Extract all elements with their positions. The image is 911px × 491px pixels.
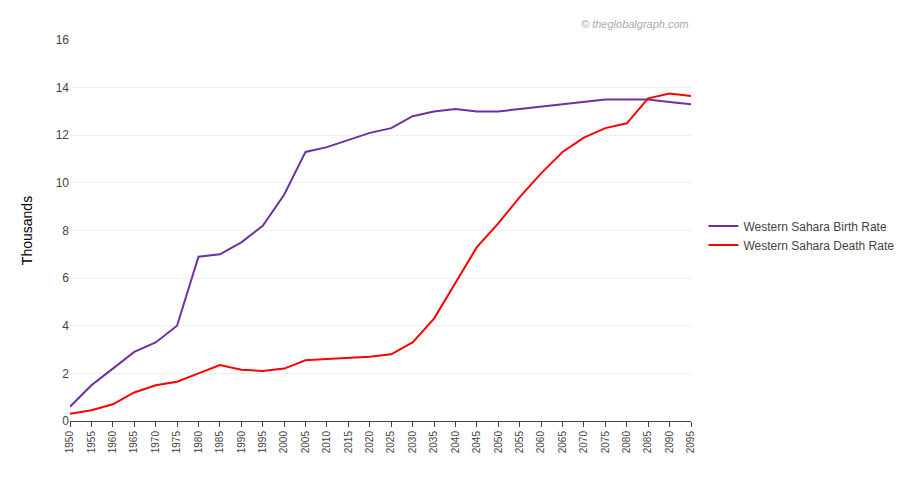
svg-text:4: 4 xyxy=(62,319,69,333)
svg-text:2045: 2045 xyxy=(471,431,482,454)
svg-text:1995: 1995 xyxy=(257,431,268,454)
svg-text:2000: 2000 xyxy=(278,431,289,454)
svg-text:2: 2 xyxy=(62,367,69,381)
svg-text:1975: 1975 xyxy=(171,431,182,454)
svg-text:1960: 1960 xyxy=(107,431,118,454)
svg-text:14: 14 xyxy=(56,81,70,95)
svg-text:2095: 2095 xyxy=(685,431,696,454)
svg-text:2090: 2090 xyxy=(664,431,675,454)
svg-text:10: 10 xyxy=(56,176,70,190)
svg-text:2085: 2085 xyxy=(642,431,653,454)
svg-text:Thousands: Thousands xyxy=(19,196,35,265)
svg-text:2065: 2065 xyxy=(557,431,568,454)
svg-text:1980: 1980 xyxy=(193,431,204,454)
svg-text:6: 6 xyxy=(62,271,69,285)
svg-text:8: 8 xyxy=(62,224,69,238)
svg-text:Western Sahara Birth Rate: Western Sahara Birth Rate xyxy=(743,220,887,234)
svg-text:1955: 1955 xyxy=(86,431,97,454)
svg-text:12: 12 xyxy=(56,128,70,142)
svg-text:2055: 2055 xyxy=(514,431,525,454)
svg-text:16: 16 xyxy=(56,33,70,47)
svg-text:1970: 1970 xyxy=(150,431,161,454)
svg-text:1985: 1985 xyxy=(214,431,225,454)
svg-text:0: 0 xyxy=(62,414,69,428)
svg-text:2005: 2005 xyxy=(300,431,311,454)
svg-text:2030: 2030 xyxy=(407,431,418,454)
svg-text:2025: 2025 xyxy=(385,431,396,454)
svg-text:2060: 2060 xyxy=(535,431,546,454)
svg-text:2075: 2075 xyxy=(600,431,611,454)
svg-text:2050: 2050 xyxy=(493,431,504,454)
svg-text:2040: 2040 xyxy=(450,431,461,454)
svg-text:© theglobalgraph.com: © theglobalgraph.com xyxy=(581,18,689,30)
svg-text:1950: 1950 xyxy=(64,431,75,454)
svg-text:2070: 2070 xyxy=(578,431,589,454)
svg-text:1965: 1965 xyxy=(128,431,139,454)
svg-text:2010: 2010 xyxy=(321,431,332,454)
svg-text:1990: 1990 xyxy=(236,431,247,454)
svg-text:2080: 2080 xyxy=(621,431,632,454)
svg-text:2035: 2035 xyxy=(428,431,439,454)
svg-text:2015: 2015 xyxy=(343,431,354,454)
svg-text:2020: 2020 xyxy=(364,431,375,454)
svg-text:Western Sahara Death Rate: Western Sahara Death Rate xyxy=(743,239,894,253)
